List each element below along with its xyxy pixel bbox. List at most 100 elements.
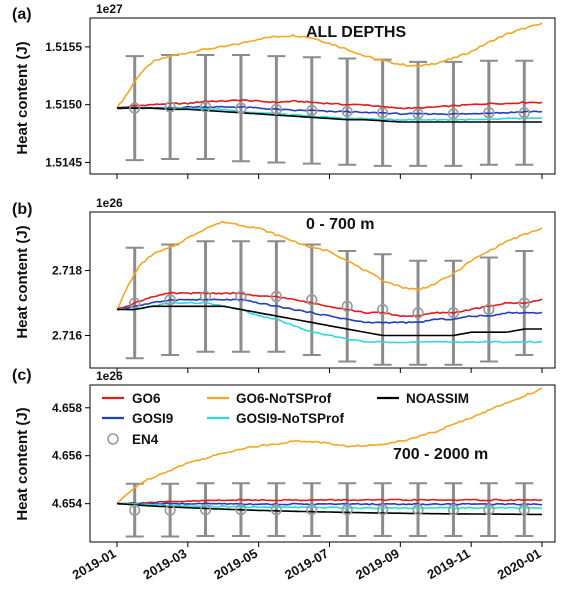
series-line-noassim	[117, 107, 542, 123]
en4-marker	[447, 504, 460, 516]
en4-marker	[447, 108, 460, 120]
en4-marker	[129, 504, 141, 516]
x-tick-label: 2019-11	[424, 546, 472, 582]
en4-marker	[341, 300, 353, 312]
multiplier-a: 1e27	[96, 2, 123, 16]
series-line-go6	[116, 291, 543, 318]
en4-markers-c	[129, 504, 530, 516]
chart-title-b: 0 - 700 m	[306, 216, 374, 233]
en4-marker	[235, 102, 247, 114]
panel-a: (a) 1e27 Heat content (J) ALL DEPTHS 1.5…	[12, 2, 556, 179]
en4-marker	[270, 504, 282, 516]
en4-marker	[235, 290, 247, 303]
en4-marker	[164, 101, 176, 113]
series-line-gosi9-notsprof	[116, 301, 543, 344]
series-lines-a	[116, 22, 543, 123]
legend-item-go6-notsprof: GO6-NoTSProf	[207, 391, 332, 406]
x-tick-label: 2019-09	[353, 546, 402, 583]
series-line-go6	[116, 99, 543, 110]
legend-label-go6: GO6	[132, 391, 161, 406]
en4-marker	[377, 504, 389, 516]
legend-swatch-en4	[107, 433, 119, 445]
legend-item-noassim: NOASSIM	[377, 391, 469, 406]
y-tick-label: 1.5145	[45, 155, 82, 169]
en4-marker	[377, 107, 389, 119]
en4-marker	[306, 104, 318, 117]
en4-marker	[412, 504, 424, 516]
en4-marker	[199, 504, 212, 516]
x-tick-label: 2019-05	[211, 546, 260, 583]
y-tick-label: 4.654	[52, 497, 82, 511]
series-lines-c	[116, 387, 543, 516]
en4-marker	[164, 294, 176, 306]
panel-label-a: (a)	[12, 6, 32, 23]
series-line-gosi9	[116, 502, 543, 506]
en4-marker	[164, 504, 176, 516]
legend-label-gosi9: GOSI9	[132, 411, 173, 426]
en4-marker	[412, 108, 424, 120]
panel-label-c: (c)	[12, 367, 32, 384]
en4-marker	[270, 103, 282, 115]
x-tick-label: 2019-03	[141, 546, 190, 583]
plot-frame-c	[89, 384, 556, 543]
chart-title-c: 700 - 2000 m	[393, 446, 488, 463]
plot-frame-a	[89, 17, 556, 175]
legend-item-go6: GO6	[102, 391, 161, 406]
chart-title-a: ALL DEPTHS	[306, 24, 406, 41]
series-line-gosi9	[116, 298, 543, 324]
x-ticks: 2019-01 2019-03 2019-05 2019-07 2019-09 2019-…	[70, 546, 544, 583]
en4-marker	[412, 307, 424, 319]
en4-marker	[447, 307, 460, 319]
y-tick-label: 1.5155	[45, 40, 82, 54]
legend-label-go6-notsprof: GO6-NoTSProf	[236, 391, 332, 406]
legend-item-gosi9-notsprof: GOSI9-NoTSProf	[207, 411, 345, 426]
y-ticks-a: 1.5145 1.5150 1.5155	[45, 40, 543, 179]
x-tick-label: 2020-01	[495, 546, 544, 583]
legend-item-gosi9: GOSI9	[102, 411, 173, 426]
en4-errorbars-c	[125, 482, 534, 538]
series-line-gosi9-notsprof	[117, 502, 543, 510]
en4-marker	[270, 290, 282, 303]
y-axis-label-b: Heat content (J)	[14, 225, 31, 338]
series-lines-b	[116, 220, 543, 344]
legend-label-gosi9-notsprof: GOSI9-NoTSProf	[236, 411, 345, 426]
series-line-noassim	[117, 305, 542, 337]
en4-marker	[518, 107, 530, 119]
y-ticks-b: 2.716 2.718	[52, 264, 543, 373]
en4-marker	[341, 504, 353, 516]
en4-marker	[483, 303, 495, 316]
y-axis-label-c: Heat content (J)	[14, 407, 31, 520]
legend-label-en4: EN4	[132, 432, 159, 447]
y-tick-label: 2.716	[52, 329, 82, 343]
legend-item-en4: EN4	[107, 432, 159, 447]
en4-marker	[129, 102, 141, 114]
en4-marker	[341, 105, 353, 118]
en4-marker	[199, 290, 212, 303]
en4-marker	[199, 101, 212, 113]
y-tick-label: 4.656	[52, 449, 82, 463]
series-line-noassim	[116, 502, 542, 516]
series-line-go6-notsprof	[116, 220, 543, 310]
series-line-go6	[116, 498, 543, 505]
multiplier-b: 1e26	[96, 196, 123, 210]
x-tick-label: 2019-07	[282, 546, 331, 583]
y-tick-label: 1.5150	[45, 98, 82, 112]
x-tick-label: 2019-01	[70, 546, 119, 583]
series-line-go6-notsprof	[116, 22, 543, 109]
y-tick-label: 2.718	[52, 264, 82, 278]
plot-frame-b	[89, 211, 556, 369]
en4-marker	[129, 297, 141, 309]
panel-label-b: (b)	[12, 201, 32, 218]
y-axis-label-a: Heat content (J)	[14, 41, 31, 154]
en4-markers-b	[129, 290, 530, 319]
y-tick-label: 4.658	[52, 401, 82, 415]
series-line-gosi9	[116, 105, 543, 116]
en4-marker	[483, 107, 495, 119]
legend-label-noassim: NOASSIM	[406, 391, 469, 406]
en4-marker	[377, 303, 389, 316]
y-ticks-c: 4.654 4.656 4.658	[52, 401, 543, 547]
en4-marker	[235, 504, 247, 516]
multiplier-c: 1e26	[96, 369, 123, 383]
en4-markers-a	[129, 101, 530, 120]
